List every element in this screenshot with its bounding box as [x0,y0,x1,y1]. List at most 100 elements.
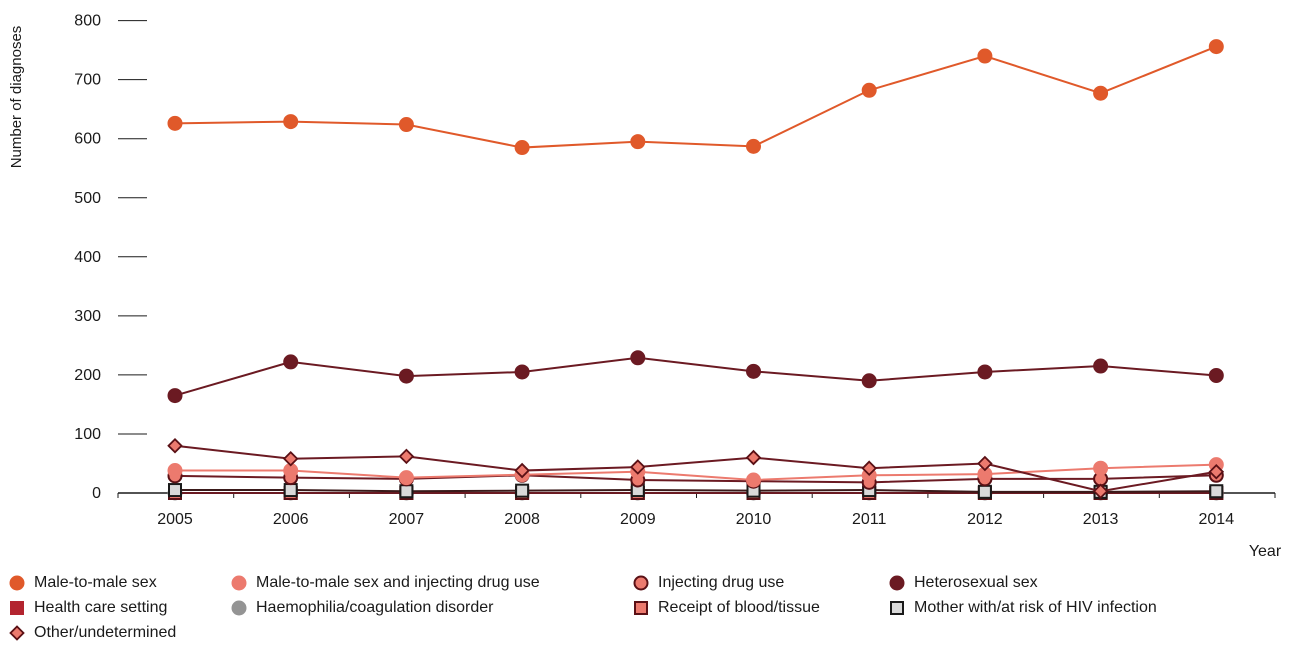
data-point [167,437,183,454]
legend-marker [889,575,905,590]
y-tick-label: 200 [74,367,101,384]
series-line [175,463,1217,482]
legend-label: Male-to-male sex [34,573,157,591]
series-male-to-male-sex [167,39,1224,156]
legend-item: Receipt of blood/tissue [632,599,888,617]
x-tick-label: 2009 [620,511,656,528]
legend-marker-icon [890,600,904,615]
series-receipt-of-blood-tissue [168,486,1224,500]
legend-item: Male-to-male sex [8,574,230,592]
data-point [745,449,762,466]
y-tick-label: 600 [74,131,101,148]
x-tick-label: 2005 [157,511,193,528]
series-line [174,45,1217,149]
legend-row: Male-to-male sex Male-to-male sex and inj… [8,570,1278,595]
data-point [514,462,530,479]
legend-marker-icon [231,575,247,590]
y-tick-label: 100 [74,426,101,443]
data-point [515,483,530,498]
legend-item: Other/undetermined [8,624,230,642]
legend-marker [231,600,247,615]
y-tick-label: 0 [92,485,101,502]
data-point [746,472,761,488]
data-point [168,483,182,498]
data-point [167,115,183,131]
legend-item: Injecting drug use [632,574,888,592]
y-axis-label: Number of diagnoses [8,26,25,169]
series-mother-with-at-risk-of-hiv-infection [168,483,1224,499]
data-point [283,354,299,370]
legend-label: Male-to-male sex and injecting drug use [256,573,540,591]
data-point [1208,463,1225,480]
data-point [1208,39,1224,55]
legend-item: Health care setting [8,599,230,617]
data-point [167,388,183,404]
legend-item: Mother with/at risk of HIV infection [888,599,1278,617]
series-heterosexual-sex [167,350,1224,404]
data-point [977,484,992,499]
x-tick-label: 2014 [1199,511,1235,528]
legend-marker-icon [9,575,25,590]
legend-item: Male-to-male sex and injecting drug use [230,574,632,592]
data-point [1208,367,1224,383]
legend-marker [633,575,649,590]
data-point [1093,460,1109,476]
legend-marker-icon [633,575,649,590]
series-line [174,474,1217,484]
data-point [514,364,530,380]
x-tick-label: 2008 [504,511,540,528]
data-point [398,470,414,486]
line-chart: Number of diagnoses Year 0 100 200 300 400 50… [8,13,1282,560]
data-point [282,450,299,467]
legend-row: Health care setting Haemophilia/coagulati… [8,595,1278,620]
legend-label: Receipt of blood/tissue [658,598,820,616]
legend-row: Other/undetermined [8,620,1278,645]
legend-marker [634,600,648,615]
legend-label: Other/undetermined [34,623,177,641]
legend-marker-icon [231,600,247,615]
legend-marker [231,575,247,590]
data-point [398,368,414,384]
series-line [175,489,1217,493]
data-point [861,373,877,389]
legend-marker-icon [889,575,905,590]
legend-marker [9,624,25,641]
data-point [398,448,415,465]
x-axis-label: Year [1249,543,1282,560]
series-other-undetermined [167,437,1225,500]
legend-label: Health care setting [34,598,168,616]
data-point [977,48,993,64]
y-tick-label: 400 [74,249,101,266]
legend-label: Mother with/at risk of HIV infection [914,598,1157,616]
legend-label: Heterosexual sex [914,573,1038,591]
legend-item: Haemophilia/coagulation disorder [230,599,632,617]
data-point [283,114,299,130]
data-point [167,463,183,479]
data-point [514,140,530,156]
legend: Male-to-male sex Male-to-male sex and inj… [8,570,1278,645]
data-point [630,134,646,150]
data-point [861,460,877,476]
y-tick-label: 300 [74,308,101,325]
x-tick-label: 2007 [389,511,425,528]
data-point [746,138,761,154]
data-point [398,117,414,133]
data-point [1093,85,1109,101]
y-tick-label: 800 [74,13,101,30]
legend-item: Heterosexual sex [888,574,1278,592]
data-point [630,350,646,366]
data-point [977,364,993,380]
legend-label: Haemophilia/coagulation disorder [256,598,494,616]
data-point [283,483,298,498]
data-point [630,459,646,475]
legend-marker-icon [634,600,648,615]
series-line [174,444,1217,493]
x-tick-label: 2013 [1083,511,1119,528]
data-point [746,363,761,379]
data-point [977,455,993,472]
data-point [1092,483,1109,500]
legend-marker-icon [10,600,24,615]
data-point [1209,484,1224,499]
y-tick-label: 500 [74,190,101,207]
x-tick-label: 2012 [967,511,1003,528]
